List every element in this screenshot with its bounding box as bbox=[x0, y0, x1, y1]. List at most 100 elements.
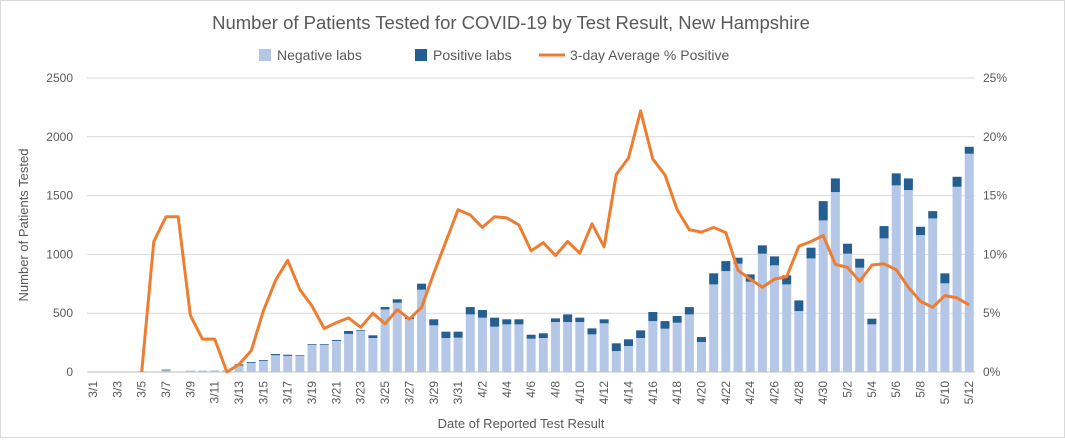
bar-negative bbox=[782, 284, 791, 372]
x-tick-label: 4/20 bbox=[695, 381, 709, 405]
bar-positive bbox=[283, 355, 292, 356]
bar-negative bbox=[624, 346, 633, 372]
bar-positive bbox=[587, 328, 596, 334]
bar-negative bbox=[551, 322, 560, 372]
bar-positive bbox=[393, 299, 402, 302]
x-tick-label: 4/16 bbox=[646, 381, 660, 405]
bar-positive bbox=[368, 335, 377, 338]
bar-positive bbox=[429, 319, 438, 325]
bar-positive bbox=[916, 227, 925, 235]
bar-negative bbox=[746, 282, 755, 372]
bar-negative bbox=[283, 356, 292, 372]
bar-negative bbox=[356, 331, 365, 372]
y2-tick-label: 15% bbox=[983, 189, 1007, 203]
bar-positive bbox=[867, 319, 876, 325]
bar-positive bbox=[247, 362, 256, 363]
legend-swatch-positive bbox=[415, 49, 427, 61]
bar-positive bbox=[965, 147, 974, 154]
y2-tick-label: 25% bbox=[983, 71, 1007, 85]
bar-positive bbox=[843, 244, 852, 254]
y-tick-label: 0 bbox=[66, 365, 73, 379]
x-tick-label: 3/17 bbox=[281, 381, 295, 405]
bar-positive bbox=[758, 245, 767, 253]
x-tick-label: 4/4 bbox=[500, 381, 514, 398]
bar-positive bbox=[490, 318, 499, 327]
x-tick-label: 4/22 bbox=[719, 381, 733, 405]
bar-positive bbox=[904, 178, 913, 190]
bar-negative bbox=[247, 363, 256, 372]
bar-negative bbox=[210, 371, 219, 372]
bar-negative bbox=[429, 325, 438, 372]
bar-positive bbox=[308, 344, 317, 345]
bar-positive bbox=[636, 330, 645, 338]
bar-negative bbox=[271, 355, 280, 372]
bar-positive bbox=[551, 318, 560, 322]
bar-negative bbox=[697, 342, 706, 372]
bar-positive bbox=[454, 332, 463, 338]
x-tick-label: 5/6 bbox=[889, 381, 903, 398]
bar-negative bbox=[539, 338, 548, 372]
bar-positive bbox=[527, 335, 536, 339]
bar-negative bbox=[295, 356, 304, 372]
y2-tick-label: 5% bbox=[983, 306, 1001, 320]
bar-negative bbox=[831, 192, 840, 372]
bar-negative bbox=[636, 338, 645, 372]
bar-positive bbox=[794, 300, 803, 311]
x-tick-label: 3/29 bbox=[427, 381, 441, 405]
bar-positive bbox=[697, 337, 706, 342]
bar-negative bbox=[928, 218, 937, 372]
bar-negative bbox=[721, 271, 730, 372]
bar-negative bbox=[563, 322, 572, 372]
x-tick-label: 5/10 bbox=[938, 381, 952, 405]
x-tick-label: 4/26 bbox=[768, 381, 782, 405]
bar-positive bbox=[770, 256, 779, 265]
bar-positive bbox=[332, 340, 341, 341]
bar-positive bbox=[928, 211, 937, 218]
bar-negative bbox=[405, 319, 414, 372]
x-tick-label: 4/24 bbox=[743, 381, 757, 405]
y2-tick-label: 0% bbox=[983, 365, 1001, 379]
legend-swatch-negative bbox=[259, 49, 271, 61]
x-axis-title: Date of Reported Test Result bbox=[438, 416, 605, 431]
bar-positive bbox=[855, 259, 864, 268]
bar-negative bbox=[441, 338, 450, 372]
bar-positive bbox=[831, 178, 840, 192]
bar-negative bbox=[259, 361, 268, 372]
bar-negative bbox=[575, 322, 584, 372]
x-tick-label: 3/7 bbox=[159, 381, 173, 398]
bar-positive bbox=[356, 330, 365, 331]
x-tick-label: 3/31 bbox=[451, 381, 465, 405]
bar-positive bbox=[478, 310, 487, 318]
bar-negative bbox=[758, 254, 767, 372]
x-tick-label: 3/15 bbox=[256, 381, 270, 405]
bar-positive bbox=[624, 339, 633, 346]
x-tick-label: 3/21 bbox=[329, 381, 343, 405]
x-tick-label: 3/23 bbox=[354, 381, 368, 405]
y-tick-label: 2500 bbox=[46, 71, 73, 85]
bar-positive bbox=[381, 307, 390, 309]
bar-positive bbox=[575, 318, 584, 322]
bar-positive bbox=[563, 314, 572, 322]
x-tick-label: 3/27 bbox=[402, 381, 416, 405]
bar-positive bbox=[612, 343, 621, 351]
x-tick-label: 3/3 bbox=[110, 381, 124, 398]
y-tick-label: 1500 bbox=[46, 189, 73, 203]
bar-negative bbox=[612, 351, 621, 372]
bar-negative bbox=[490, 327, 499, 372]
bar-negative bbox=[344, 334, 353, 372]
x-tick-label: 5/12 bbox=[962, 381, 976, 405]
bar-negative bbox=[880, 238, 889, 372]
y-tick-label: 500 bbox=[53, 306, 73, 320]
bar-negative bbox=[466, 314, 475, 372]
x-tick-label: 3/11 bbox=[208, 381, 222, 404]
bar-positive bbox=[259, 360, 268, 361]
x-tick-label: 3/9 bbox=[183, 381, 197, 398]
bar-positive bbox=[940, 273, 949, 283]
chart-title: Number of Patients Tested for COVID-19 b… bbox=[212, 12, 810, 33]
bar-negative bbox=[320, 345, 329, 372]
x-tick-label: 4/28 bbox=[792, 381, 806, 405]
bar-negative bbox=[600, 323, 609, 372]
bar-positive bbox=[600, 319, 609, 323]
bar-positive bbox=[320, 344, 329, 345]
